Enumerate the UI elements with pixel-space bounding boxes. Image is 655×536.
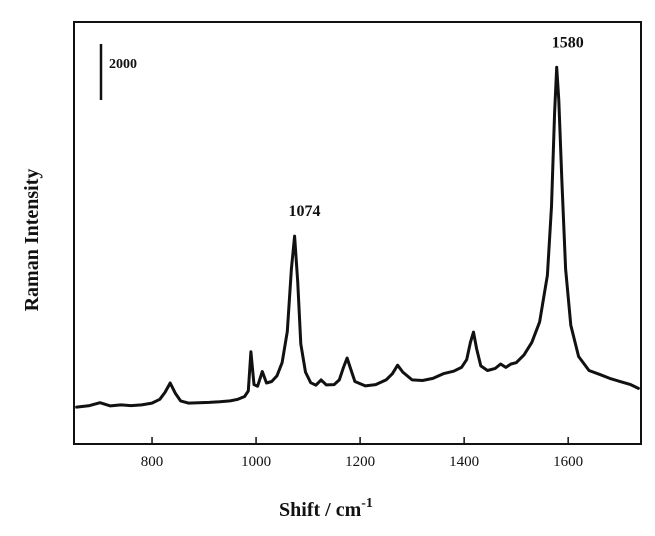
peak-label-1074: 1074 bbox=[289, 203, 321, 220]
x-axis-title-exponent: -1 bbox=[361, 496, 373, 511]
y-axis-title: Raman Intensity bbox=[21, 169, 43, 312]
x-tick-label: 1200 bbox=[345, 454, 375, 470]
peak-label-1580: 1580 bbox=[552, 34, 584, 51]
x-tick-label: 800 bbox=[141, 454, 164, 470]
x-tick-label: 1000 bbox=[241, 454, 271, 470]
series-layer bbox=[75, 65, 640, 409]
x-axis-title-main: Shift / cm bbox=[279, 499, 362, 521]
x-axis-title: Shift / cm-1 bbox=[279, 496, 373, 521]
x-axis-ticks: 800 1000 1200 1400 1600 bbox=[141, 437, 583, 470]
x-tick-label: 1600 bbox=[553, 454, 583, 470]
spectrum-line bbox=[75, 65, 640, 409]
plot-area-frame bbox=[73, 21, 642, 445]
x-tick-label: 1400 bbox=[449, 454, 479, 470]
intensity-scale-bar-label: 2000 bbox=[109, 57, 137, 72]
